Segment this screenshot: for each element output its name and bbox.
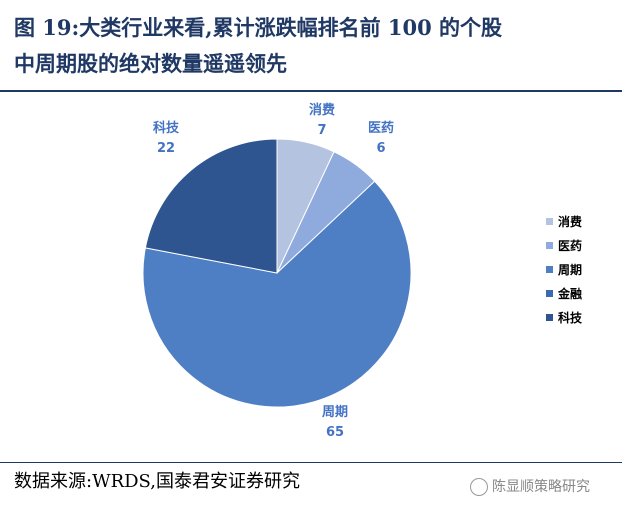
- legend-label-2: 周期: [558, 262, 582, 277]
- legend-swatch-0: [546, 218, 553, 225]
- pie-slice-4: [144, 138, 278, 274]
- legend-swatch-2: [546, 266, 553, 273]
- title-divider: [0, 90, 622, 92]
- slice-label-value-0: 7: [317, 123, 326, 138]
- chart-title: 图 19:大类行业来看,累计涨跌幅排名前 100 的个股 中周期股的绝对数量遥遥…: [14, 10, 614, 82]
- legend-label-0: 消费: [558, 214, 582, 229]
- legend-label-1: 医药: [558, 238, 582, 253]
- legend-swatch-4: [546, 314, 553, 321]
- legend-label-3: 金融: [557, 286, 582, 301]
- slice-label-name-0: 消费: [309, 102, 335, 118]
- legend-label-4: 科技: [558, 310, 583, 325]
- watermark: 陈显顺策略研究: [470, 476, 590, 496]
- slice-label-name-4: 科技: [153, 120, 180, 136]
- legend-swatch-1: [546, 242, 553, 249]
- source-note: 数据来源:WRDS,国泰君安证券研究: [14, 471, 300, 492]
- wechat-icon: [470, 478, 488, 496]
- pie-labels: 消费 7 医药 6 周期 65 科技 22: [153, 102, 394, 440]
- pie-slice-2: [142, 180, 412, 408]
- slice-label-value-4: 22: [157, 141, 175, 156]
- slice-label-value-1: 6: [376, 141, 385, 156]
- pie-slices: [142, 138, 412, 408]
- chart-title-line1: 图 19:大类行业来看,累计涨跌幅排名前 100 的个股: [14, 15, 503, 40]
- chart-title-line2: 中周期股的绝对数量遥遥领先: [14, 51, 287, 76]
- slice-label-value-2: 65: [326, 425, 344, 440]
- watermark-text: 陈显顺策略研究: [492, 479, 590, 495]
- slice-label-name-1: 医药: [368, 120, 394, 136]
- slice-label-name-2: 周期: [322, 405, 348, 420]
- legend-swatch-3: [546, 290, 553, 297]
- source-divider: [0, 462, 622, 463]
